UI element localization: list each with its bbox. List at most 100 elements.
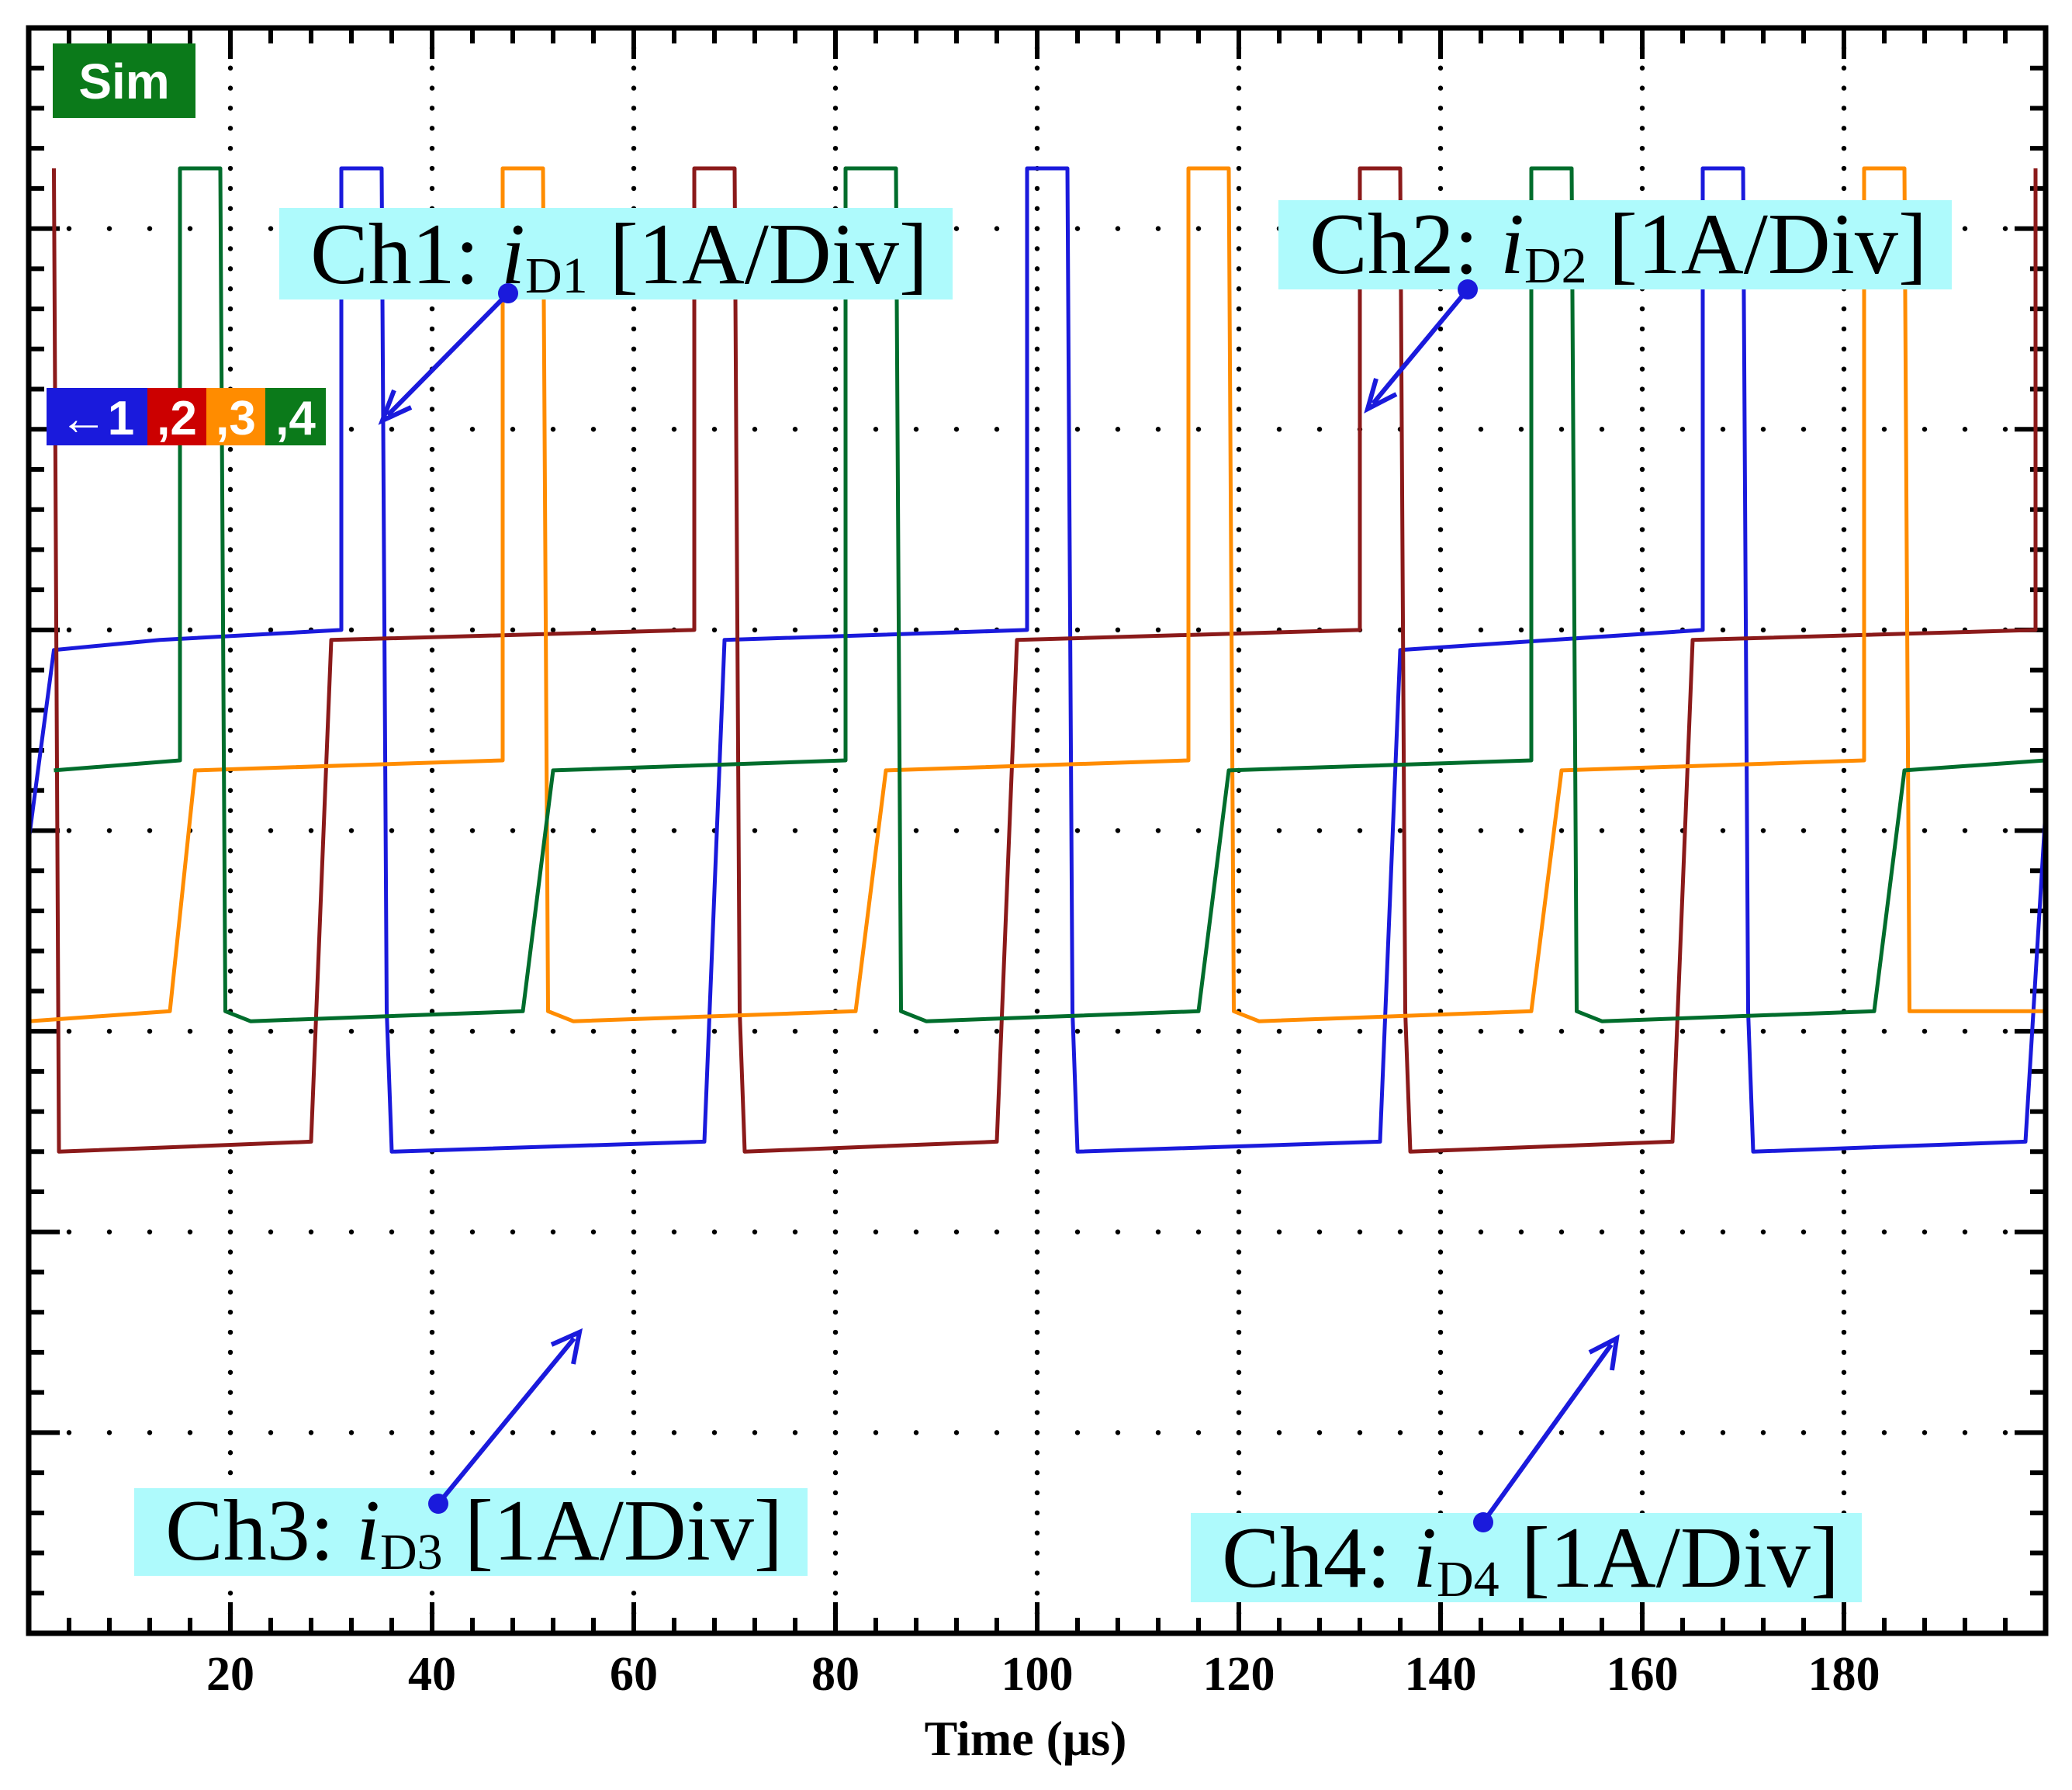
grid-dot (832, 767, 839, 774)
grid-dot (1236, 1028, 1242, 1034)
grid-dot (429, 65, 435, 71)
grid-dot (147, 226, 153, 231)
grid-dot (631, 808, 637, 813)
trace-ch3 (28, 166, 2046, 1023)
grid-dot (1236, 1290, 1242, 1295)
grid-dot (1074, 226, 1081, 231)
grid-dot (429, 1450, 435, 1456)
grid-dot (1034, 567, 1040, 573)
grid-dot (631, 527, 637, 532)
grid-dot (1841, 1310, 1847, 1315)
grid-dot (832, 948, 839, 954)
grid-dot (1236, 988, 1242, 994)
grid-dot (1639, 1009, 1645, 1014)
grid-dot (429, 1189, 435, 1195)
grid-dot (1034, 1410, 1040, 1415)
grid-dot (227, 65, 233, 71)
grid-dot (1881, 427, 1887, 432)
grid-dot (227, 727, 233, 733)
grid-dot (1236, 1229, 1242, 1234)
trace-ch4 (54, 166, 2046, 1023)
grid-dot (1841, 667, 1847, 673)
grid-dot (1841, 828, 1847, 833)
grid-dot (429, 306, 435, 312)
channel-marker-3-bg (206, 388, 265, 445)
grid-dot (429, 1129, 435, 1134)
annotation-ch3-dot (428, 1494, 448, 1514)
grid-dot (1841, 627, 1847, 633)
grid-dot (106, 1430, 112, 1435)
grid-dot (429, 85, 435, 91)
grid-dot (1639, 306, 1645, 312)
grid-dot (1437, 587, 1444, 593)
grid-dot (1437, 1410, 1444, 1415)
grid-dot (1236, 1189, 1242, 1195)
grid-dot (1236, 185, 1242, 192)
grid-dot (429, 1169, 435, 1175)
grid-dot (832, 968, 839, 974)
grid-dot (711, 1430, 718, 1435)
grid-dot (1962, 1028, 1968, 1034)
grid-dot (1236, 908, 1242, 914)
channel-marker: ←1 ,2 ,3 ,4 (47, 388, 326, 445)
grid-dot (1639, 1048, 1645, 1054)
grid-dot (1236, 928, 1242, 934)
grid-dot (1236, 868, 1242, 874)
grid-dot (1437, 65, 1444, 71)
grid-dot (1841, 126, 1847, 131)
grid-dot (1639, 1410, 1645, 1415)
grid-dot (429, 386, 435, 392)
grid-dot (1074, 427, 1081, 432)
grid-dot (1034, 206, 1040, 211)
grid-dot (1639, 1068, 1645, 1075)
grid-dot (873, 1229, 879, 1234)
annotation-ch2-arrow (1371, 288, 1470, 405)
grid-dot (1841, 948, 1847, 954)
grid-dot (1720, 1430, 1726, 1435)
grid-dot (832, 1149, 839, 1155)
grid-dot (1236, 1450, 1242, 1456)
grid-dot (631, 948, 637, 954)
grid-dot (1236, 1410, 1242, 1415)
grid-dot (832, 808, 839, 813)
grid-dot (1034, 868, 1040, 874)
grid-dot (1639, 1349, 1645, 1355)
grid-dot (1074, 1028, 1081, 1034)
grid-dot (1195, 627, 1202, 633)
grid-dot (1034, 226, 1040, 231)
grid-dot (227, 567, 233, 573)
grid-dot (469, 1028, 476, 1034)
grid-dot (227, 948, 233, 954)
grid-dot (1437, 1189, 1444, 1195)
grid-dot (429, 1310, 435, 1315)
grid-dot (832, 587, 839, 593)
grid-dot (227, 607, 233, 613)
grid-dot (631, 85, 637, 91)
grid-dot (631, 466, 637, 473)
grid-dot (227, 1169, 233, 1175)
grid-dot (1034, 1089, 1040, 1094)
grid-dot (1437, 567, 1444, 573)
grid-dot (1236, 607, 1242, 613)
grid-dot (1437, 1129, 1444, 1134)
grid-dot (1841, 145, 1847, 151)
grid-dot (792, 1430, 798, 1435)
grid-dot (994, 828, 1000, 833)
grid-dot (1639, 1129, 1645, 1134)
grid-dot (711, 427, 718, 432)
grid-dot (1841, 306, 1847, 312)
grid-dot (2002, 828, 2008, 833)
grid-dot (832, 1591, 839, 1596)
grid-dot (631, 1310, 637, 1315)
grid-dot (1437, 848, 1444, 853)
grid-dot (1034, 386, 1040, 392)
grid-dot (1639, 848, 1645, 853)
annotation-ch2-dot (1458, 279, 1478, 299)
grid-dot (631, 1269, 637, 1275)
grid-dot (631, 1089, 637, 1094)
grid-dot (1034, 1550, 1040, 1556)
grid-dot (1236, 165, 1242, 171)
grid-dot (1841, 747, 1847, 753)
grid-dot (1034, 246, 1040, 251)
grid-dot (429, 185, 435, 192)
